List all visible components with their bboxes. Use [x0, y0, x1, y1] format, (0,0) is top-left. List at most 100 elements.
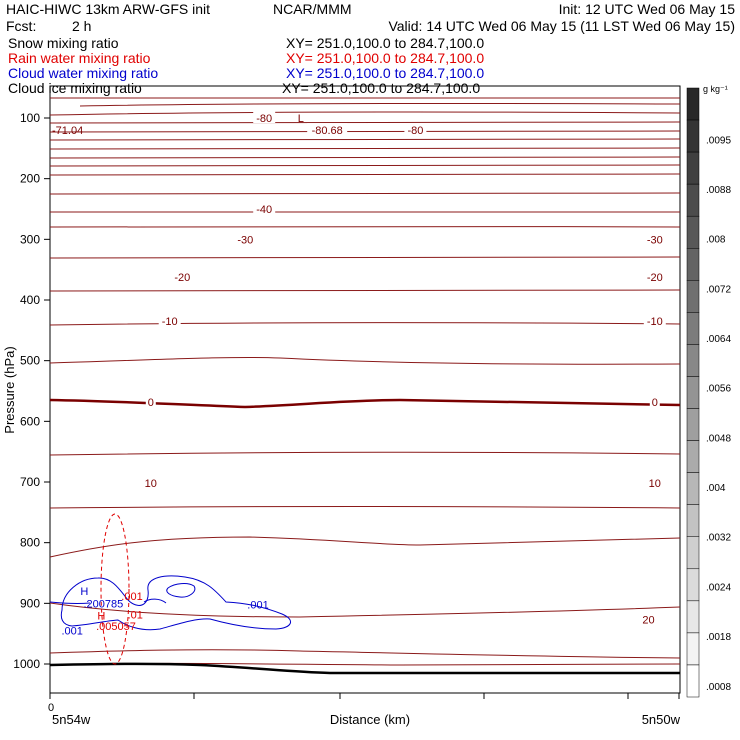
cloud-water-contour	[143, 598, 167, 604]
colorbar: .0095 .0088 .008 .0072 .0064 .0056 .0048 .004 .0…	[686, 84, 731, 698]
colorbar-cell	[686, 344, 700, 377]
y-tick-label: 100	[20, 111, 40, 125]
extremum-label: L	[298, 113, 304, 125]
isotherm-line	[49, 225, 681, 228]
colorbar-cell	[686, 376, 700, 409]
cloud-water-contour	[60, 575, 291, 631]
isotherm-line	[79, 102, 681, 107]
isotherm-line	[49, 322, 681, 326]
isotherm-line	[49, 356, 681, 365]
field-name-cloud-water: Cloud water mixing ratio	[8, 65, 158, 81]
isotherm-label: -20	[174, 272, 190, 284]
field-xsec-cloud-water: XY= 251.0,100.0 to 284.7,100.0	[286, 65, 484, 81]
colorbar-cell	[686, 183, 700, 217]
colorbar-label: .0018	[706, 632, 731, 643]
colorbar-labels: .0095 .0088 .008 .0072 .0064 .0056 .0048 .004 .0…	[706, 135, 731, 692]
model-title: HAIC-HIWC 13km ARW-GFS init	[6, 1, 210, 17]
colorbar-cell	[686, 632, 700, 666]
isotherm-label-bg	[145, 394, 156, 407]
fcst-label: Fcst:	[6, 18, 36, 34]
isotherm-line	[49, 121, 681, 124]
colorbar-label: .0088	[706, 185, 731, 196]
colorbar-cell	[686, 600, 700, 634]
isotherm-label: -10	[647, 316, 663, 328]
isotherm-line	[49, 506, 681, 509]
isotherm-line	[49, 138, 681, 141]
colorbar-cell	[686, 119, 700, 153]
y-tick-label: 1000	[13, 657, 40, 671]
extremum-label: H	[80, 586, 88, 598]
y-tick-label: 400	[20, 293, 40, 307]
isotherm-label: 20	[642, 615, 654, 627]
isotherm-label: 0	[652, 397, 658, 409]
isotherm-label-bg	[142, 476, 159, 489]
isotherm-label: -30	[237, 234, 253, 246]
isotherm-line	[49, 130, 681, 133]
freezing-level-line	[49, 398, 681, 409]
field-name-cloud-ice: Cloud ice mixing ratio	[8, 80, 142, 96]
isotherm-line	[49, 164, 681, 167]
y-tick-label: 700	[20, 475, 40, 489]
valid-time: Valid: 14 UTC Wed 06 May 15 (11 LST Wed …	[388, 18, 735, 34]
isotherm-label: 10	[649, 478, 661, 490]
isotherm-label: -40	[256, 204, 272, 216]
colorbar-cell	[686, 568, 700, 602]
isotherm-lines	[49, 97, 681, 666]
y-axis-label: Pressure (hPa)	[2, 346, 17, 433]
field-xsec-snow: XY= 251.0,100.0 to 284.7,100.0	[286, 35, 484, 51]
colorbar-cell	[686, 664, 700, 698]
colorbar-label: .0072	[706, 284, 731, 295]
extremum-label: H	[97, 610, 105, 622]
center-label: NCAR/MMM	[273, 1, 352, 17]
isotherm-label: 10	[145, 478, 157, 490]
colorbar-label: .008	[706, 235, 726, 246]
y-tick-label: 800	[20, 536, 40, 550]
colorbar-label: .004	[706, 483, 726, 494]
distance-axis	[49, 693, 680, 699]
extremum-label: .200785	[84, 598, 124, 610]
x-zero-label: 0	[48, 702, 54, 714]
isotherm-label: -10	[162, 316, 178, 328]
y-tick-label: 200	[20, 172, 40, 186]
surface-line	[49, 662, 680, 675]
isotherm-label-bg	[640, 612, 657, 625]
colorbar-label: .0095	[706, 135, 731, 146]
contour-label: .001	[247, 600, 268, 612]
colorbar-cell	[686, 151, 700, 185]
isotherm-line	[49, 173, 681, 176]
header: HAIC-HIWC 13km ARW-GFS init NCAR/MMM Ini…	[6, 1, 735, 34]
isotherm-label-bg	[646, 476, 663, 489]
extremum-label: .005057	[96, 621, 136, 633]
isotherm-label-bg	[171, 269, 194, 282]
colorbar-label: .0024	[706, 582, 731, 593]
isotherm-label-bg	[643, 269, 666, 282]
colorbar-label: .0056	[706, 384, 731, 395]
y-tick-label: 600	[20, 414, 40, 428]
isotherm-label-bg	[404, 123, 427, 136]
contour-label: .01	[128, 609, 143, 621]
cloud-water-contour	[166, 583, 196, 598]
isotherm-label-bg	[253, 202, 276, 214]
colorbar-cell	[686, 87, 700, 121]
field-xsec-cloud-ice: XY= 251.0,100.0 to 284.7,100.0	[282, 80, 480, 96]
field-legend: Snow mixing ratio XY= 251.0,100.0 to 284…	[8, 35, 484, 96]
colorbar-cell	[686, 280, 700, 313]
isotherm-label: -80.68	[312, 125, 343, 137]
y-tick-label: 300	[20, 232, 40, 246]
colorbar-label: .0032	[706, 533, 731, 544]
y-tick-label: 900	[20, 596, 40, 610]
isotherm-label-bg	[158, 314, 181, 327]
field-name-snow: Snow mixing ratio	[8, 35, 119, 51]
isotherm-label: -20	[647, 272, 663, 284]
y-tick-label: 500	[20, 354, 40, 368]
colorbar-label: .0008	[706, 682, 731, 693]
colorbar-label: .0064	[706, 334, 731, 345]
isotherm-label-bg	[643, 314, 666, 327]
contour-label: .001	[121, 591, 142, 603]
pressure-axis: 100 200 300 400 500 600 700 800 900 1000	[13, 111, 50, 671]
isotherm-label-bg	[253, 111, 276, 123]
isotherm-line	[49, 256, 681, 259]
colorbar-cell	[686, 248, 700, 281]
x-right-label: 5n50w	[642, 712, 681, 727]
rain-water-contour	[100, 513, 130, 665]
